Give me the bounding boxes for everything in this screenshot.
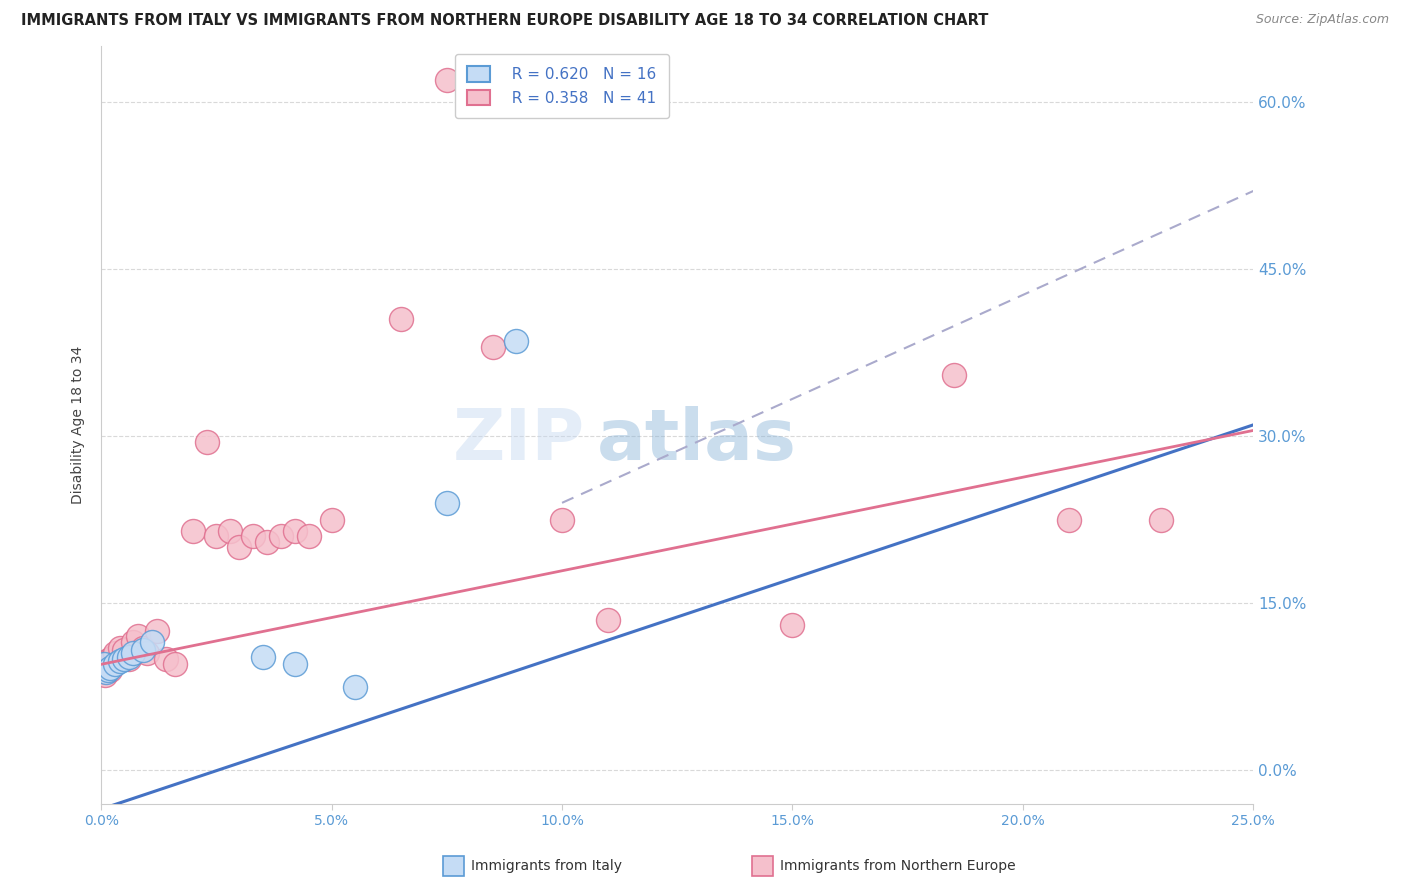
Legend:   R = 0.620   N = 16,   R = 0.358   N = 41: R = 0.620 N = 16, R = 0.358 N = 41 [456,54,669,118]
Point [195,434,218,449]
Point [482,340,505,354]
Point [252,649,274,664]
Point [141,635,163,649]
Point [270,529,292,543]
Text: Source: ZipAtlas.com: Source: ZipAtlas.com [1256,13,1389,27]
Point [1057,512,1080,526]
Point [145,624,167,638]
Point [297,529,319,543]
Point [782,618,804,632]
Point [155,652,177,666]
Point [122,635,145,649]
Point [598,613,620,627]
Point [104,657,127,672]
Point [91,665,114,679]
Point [256,534,278,549]
Point [122,646,145,660]
Point [94,665,117,679]
Point [96,654,118,668]
Point [321,512,343,526]
Point [94,660,117,674]
Point [228,541,250,555]
Point [505,334,527,349]
Point [108,654,131,668]
Point [284,524,307,538]
Point [1150,512,1173,526]
Point [118,652,141,666]
Point [97,657,120,672]
Point [436,496,458,510]
Point [551,512,574,526]
Point [183,524,205,538]
Text: Immigrants from Italy: Immigrants from Italy [471,859,621,873]
Point [104,646,127,660]
Point [942,368,965,382]
Y-axis label: Disability Age 18 to 34: Disability Age 18 to 34 [72,346,86,504]
Point [343,680,366,694]
Point [101,649,124,664]
Point [219,524,242,538]
Text: IMMIGRANTS FROM ITALY VS IMMIGRANTS FROM NORTHERN EUROPE DISABILITY AGE 18 TO 34: IMMIGRANTS FROM ITALY VS IMMIGRANTS FROM… [21,13,988,29]
Point [127,630,149,644]
Point [100,660,122,674]
Point [118,649,141,664]
Point [389,312,412,326]
Point [163,657,186,672]
Point [131,640,153,655]
Point [91,657,114,672]
Point [436,72,458,87]
Point [94,668,117,682]
Text: Immigrants from Northern Europe: Immigrants from Northern Europe [780,859,1017,873]
Point [93,663,115,677]
Point [242,529,264,543]
Point [108,640,131,655]
Point [98,652,121,666]
Point [112,652,135,666]
Point [112,643,135,657]
Text: atlas: atlas [596,406,796,475]
Text: ZIP: ZIP [453,406,585,475]
Point [97,663,120,677]
Point [100,663,122,677]
Point [93,657,115,672]
Point [131,643,153,657]
Point [136,646,159,660]
Point [205,529,228,543]
Point [284,657,307,672]
